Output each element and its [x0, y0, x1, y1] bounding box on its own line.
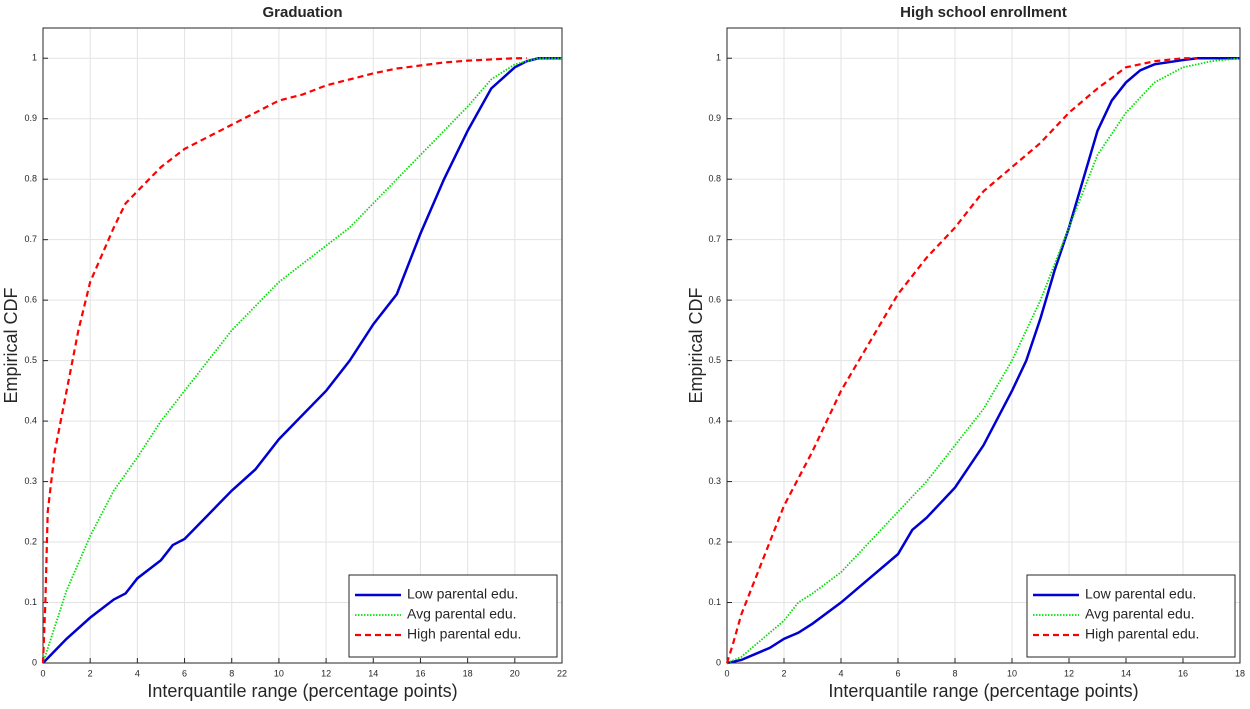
- y-tick-label: 0.9: [24, 113, 37, 123]
- x-tick-label: 4: [838, 668, 843, 678]
- x-tick-label: 22: [557, 668, 567, 678]
- y-tick-label: 0.6: [24, 295, 37, 305]
- y-tick-label: 0.9: [708, 113, 721, 123]
- y-tick-label: 0.6: [708, 295, 721, 305]
- x-tick-label: 8: [229, 668, 234, 678]
- x-tick-label: 4: [135, 668, 140, 678]
- y-tick-label: 0.7: [24, 234, 37, 244]
- legend-label: Avg parental edu.: [407, 606, 517, 622]
- x-tick-label: 2: [781, 668, 786, 678]
- y-tick-label: 0: [716, 657, 721, 667]
- line-series: [41, 57, 527, 664]
- legend-label: High parental edu.: [407, 626, 521, 642]
- y-tick-label: 0.4: [708, 415, 721, 425]
- legend-box: [348, 574, 558, 658]
- legend-label: High parental edu.: [1085, 626, 1199, 642]
- y-tick-label: 0.1: [24, 597, 37, 607]
- y-tick-label: 0: [32, 657, 37, 667]
- legend-label: Low parental edu.: [1085, 586, 1196, 602]
- x-tick-label: 16: [1178, 668, 1188, 678]
- line-series: [42, 56, 562, 664]
- y-tick-label: 0.2: [708, 536, 721, 546]
- x-tick-label: 0: [724, 668, 729, 678]
- x-tick-label: 16: [415, 668, 425, 678]
- y-axis-label: Empirical CDF: [1, 287, 21, 403]
- x-tick-label: 0: [40, 668, 45, 678]
- line-series: [726, 57, 1241, 664]
- x-tick-label: 14: [368, 668, 378, 678]
- axes-box: [42, 27, 563, 664]
- y-tick-label: 0.8: [24, 174, 37, 184]
- y-tick-label: 0.5: [708, 355, 721, 365]
- plot-area: [727, 28, 1240, 663]
- line-series: [726, 56, 1240, 665]
- y-tick-label: 0.8: [708, 174, 721, 184]
- y-tick-label: 0.5: [24, 355, 37, 365]
- y-axis-label: Empirical CDF: [686, 287, 706, 403]
- x-tick-label: 14: [1121, 668, 1131, 678]
- x-tick-label: 18: [463, 668, 473, 678]
- chart-title: Graduation: [262, 4, 342, 21]
- x-axis-label: Interquantile range (percentage points): [828, 681, 1138, 701]
- y-tick-label: 0.3: [708, 476, 721, 486]
- x-axis-label: Interquantile range (percentage points): [147, 681, 457, 701]
- x-tick-label: 10: [1007, 668, 1017, 678]
- x-tick-label: 20: [510, 668, 520, 678]
- legend: Low parental edu. Avg parental edu. High p…: [1026, 574, 1236, 658]
- legend-box: [1026, 574, 1236, 658]
- y-tick-label: 1: [716, 53, 721, 63]
- legend: Low parental edu. Avg parental edu. High p…: [348, 574, 558, 658]
- x-tick-label: 10: [274, 668, 284, 678]
- y-tick-label: 0.4: [24, 415, 37, 425]
- plot-area: [43, 28, 562, 663]
- axes-box: [726, 27, 1241, 664]
- subplot: 0 2 4 6 8 10 12 14 16 18 20 22 0 0.1 0.2 0.3 0.4 0.5 0.6 0.…: [1, 4, 567, 701]
- y-tick-label: 0.7: [708, 234, 721, 244]
- legend-label: Avg parental edu.: [1085, 606, 1195, 622]
- y-tick-label: 0.3: [24, 476, 37, 486]
- y-tick-label: 1: [32, 53, 37, 63]
- legend-label: Low parental edu.: [407, 586, 518, 602]
- y-tick-label: 0.1: [708, 597, 721, 607]
- x-tick-label: 6: [895, 668, 900, 678]
- x-tick-label: 18: [1235, 668, 1245, 678]
- line-series: [42, 57, 562, 664]
- x-tick-label: 12: [321, 668, 331, 678]
- x-tick-label: 12: [1064, 668, 1074, 678]
- chart-title: High school enrollment: [900, 4, 1067, 21]
- y-tick-label: 0.2: [24, 536, 37, 546]
- subplot: 0 2 4 6 8 10 12 14 16 18 0 0.1 0.2 0.3 0.4 0.5 0.6 0.7 0.8…: [686, 4, 1245, 701]
- x-tick-label: 8: [952, 668, 957, 678]
- x-tick-label: 6: [182, 668, 187, 678]
- x-tick-label: 2: [88, 668, 93, 678]
- line-series: [725, 57, 1198, 664]
